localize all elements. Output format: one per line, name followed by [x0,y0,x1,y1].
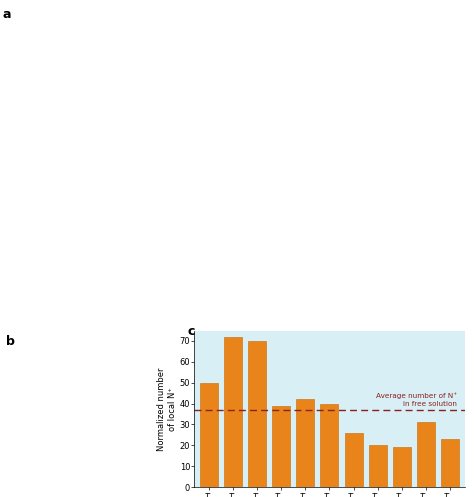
Bar [417,422,435,487]
Bar [345,433,363,487]
Bar [441,439,459,487]
Bar [224,337,242,487]
Text: c: c [187,325,195,337]
Bar [272,406,290,487]
Bar [296,400,314,487]
Bar [320,404,338,487]
Bar [393,447,411,487]
Y-axis label: Normalized number
of local N⁺: Normalized number of local N⁺ [157,367,177,451]
Bar [200,383,218,487]
Text: Average number of N⁺
in free solution: Average number of N⁺ in free solution [376,392,457,407]
Bar [248,341,266,487]
Text: a: a [2,8,11,21]
Text: b: b [6,335,14,348]
Bar [369,445,387,487]
